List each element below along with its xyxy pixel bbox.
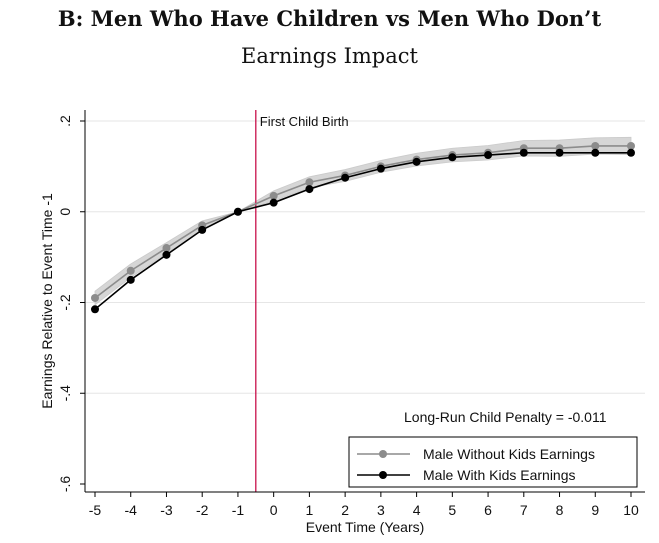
series-0-point bbox=[591, 141, 600, 150]
x-tick-label: 3 bbox=[377, 502, 385, 518]
series-1-point bbox=[91, 305, 99, 314]
x-tick-label: -3 bbox=[160, 502, 173, 518]
axes bbox=[80, 110, 645, 497]
y-axis-title: Earnings Relative to Event Time -1 bbox=[39, 193, 55, 409]
series-1-point bbox=[412, 157, 421, 166]
series-1-point bbox=[341, 173, 350, 182]
y-tick-label: 0 bbox=[57, 208, 73, 216]
series-line-1 bbox=[94, 151, 631, 310]
x-tick-label: 2 bbox=[341, 502, 349, 518]
series-layer bbox=[91, 141, 635, 314]
x-tick-label: -2 bbox=[196, 502, 209, 518]
series-1-point bbox=[233, 207, 242, 216]
x-tick-label: 10 bbox=[623, 502, 639, 518]
series-1-point bbox=[627, 148, 635, 157]
legend-box bbox=[348, 436, 638, 488]
event-line-layer: First Child Birth bbox=[255, 110, 349, 492]
series-0-point bbox=[269, 191, 278, 200]
x-tick-label: 9 bbox=[591, 502, 599, 518]
series-1-point bbox=[448, 153, 457, 162]
series-1-point bbox=[519, 148, 528, 157]
series-1-point bbox=[198, 225, 207, 234]
x-tick-label: 7 bbox=[520, 502, 528, 518]
legend-label: Male Without Kids Earnings bbox=[423, 446, 595, 462]
axis-labels: .2 0 -.2 -.4 -.6 -5 -4 -3 -2 -1 0 1 2 3 4 5 6 7 8 9 10 Event … bbox=[39, 115, 639, 535]
chart-title: B: Men Who Have Children vs Men Who Don’… bbox=[57, 6, 602, 31]
series-1-point bbox=[162, 250, 171, 259]
series-0-point bbox=[305, 178, 314, 187]
x-tick-label: -1 bbox=[232, 502, 245, 518]
x-tick-label: 0 bbox=[270, 502, 278, 518]
confidence-band bbox=[94, 136, 632, 306]
first-child-birth-label: First Child Birth bbox=[260, 114, 349, 129]
series-1-point bbox=[269, 198, 278, 207]
y-tick-label: -.6 bbox=[57, 476, 73, 493]
child-penalty-annotation: Long-Run Child Penalty = -0.011 bbox=[404, 409, 607, 425]
x-axis-title: Event Time (Years) bbox=[306, 519, 425, 535]
legend-label: Male With Kids Earnings bbox=[423, 467, 576, 483]
x-tick-label: 1 bbox=[306, 502, 314, 518]
series-0-point bbox=[162, 244, 171, 253]
legend: Male Without Kids Earnings Male With Kids… bbox=[348, 436, 638, 488]
legend-swatch-marker bbox=[379, 471, 387, 479]
x-tick-label: 6 bbox=[484, 502, 492, 518]
series-1-point bbox=[376, 164, 385, 173]
series-1-point bbox=[484, 151, 493, 160]
x-tick-label: -5 bbox=[89, 502, 102, 518]
y-tick-label: -.2 bbox=[57, 294, 73, 311]
ci-band-layer bbox=[94, 136, 632, 306]
grid-lines bbox=[85, 120, 645, 394]
legend-swatch-marker bbox=[379, 450, 387, 458]
series-1-point bbox=[591, 148, 600, 157]
series-line-0 bbox=[94, 145, 631, 299]
series-0-point bbox=[91, 293, 99, 302]
series-0-point bbox=[126, 266, 135, 275]
series-0-point bbox=[627, 141, 635, 150]
y-tick-label: -.4 bbox=[57, 385, 73, 402]
series-1-point bbox=[126, 275, 135, 284]
x-tick-label: 4 bbox=[413, 502, 421, 518]
series-1-point bbox=[555, 148, 564, 157]
chart-subtitle: Earnings Impact bbox=[241, 44, 418, 68]
x-tick-label: 8 bbox=[556, 502, 564, 518]
x-tick-label: -4 bbox=[125, 502, 138, 518]
y-tick-label: .2 bbox=[57, 115, 73, 127]
series-1-point bbox=[305, 185, 314, 194]
x-tick-label: 5 bbox=[448, 502, 456, 518]
